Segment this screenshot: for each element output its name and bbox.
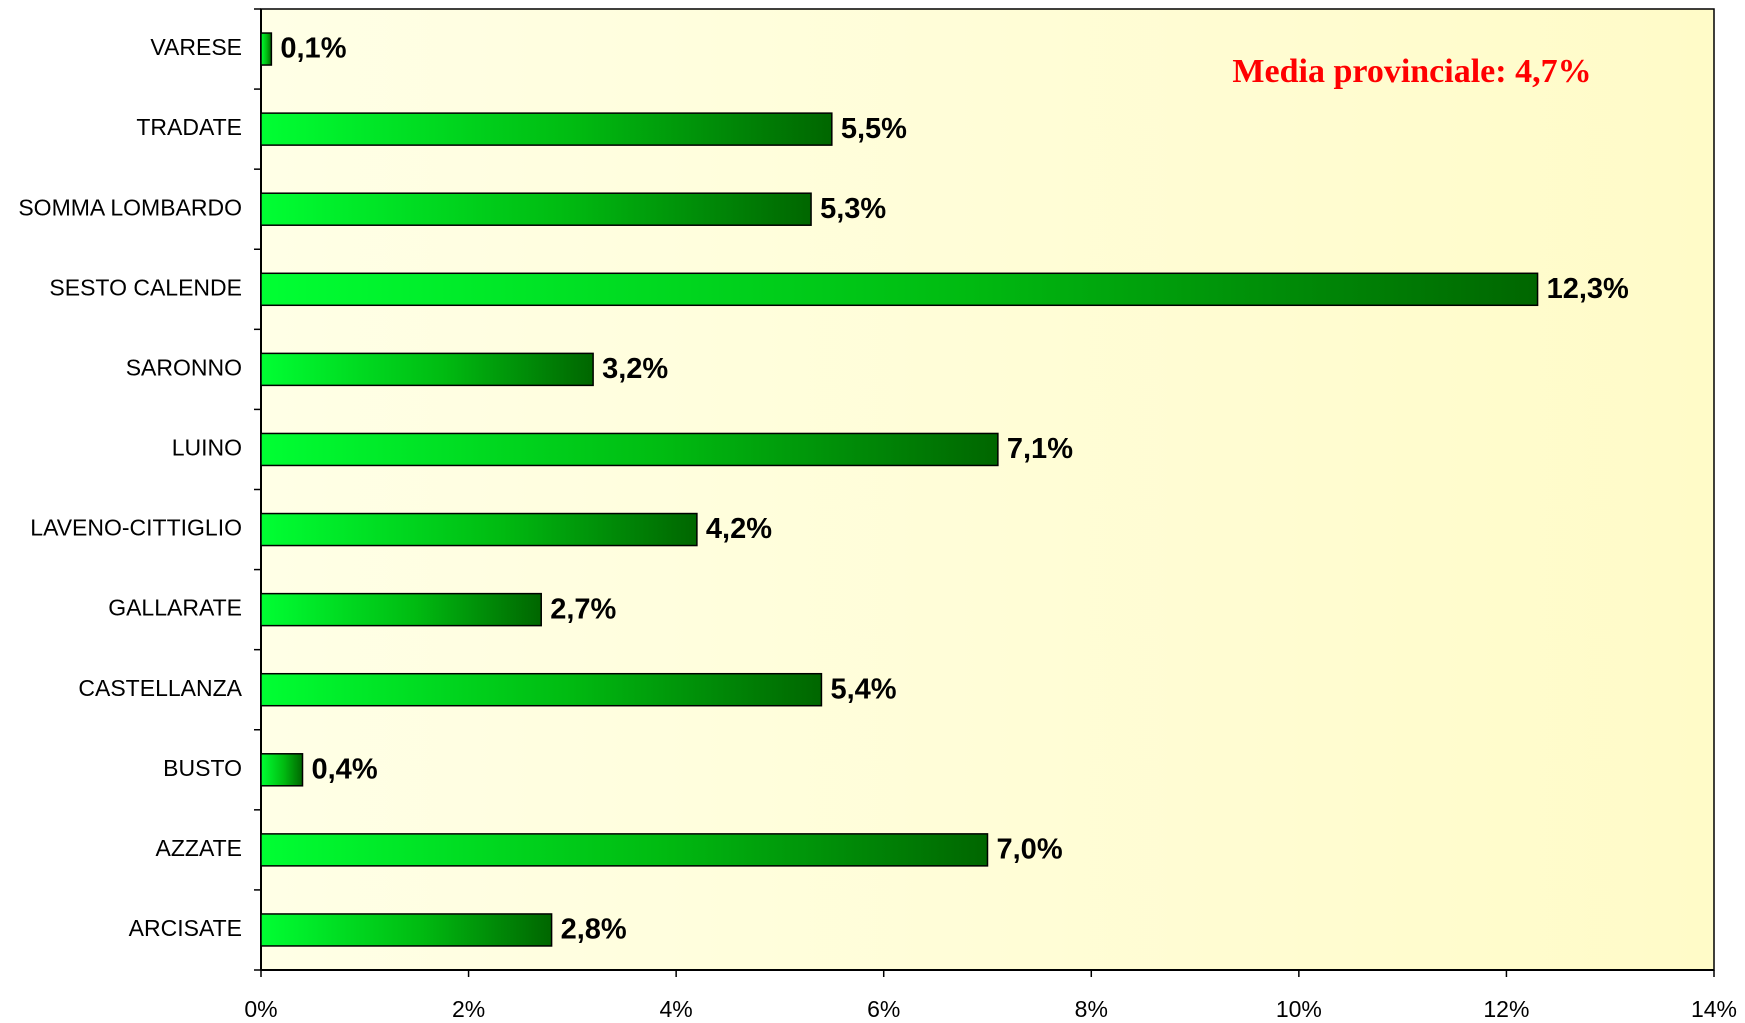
y-tick-label: TRADATE	[136, 114, 242, 140]
bar	[260, 272, 1539, 307]
x-tick-label: 12%	[1483, 996, 1529, 1022]
y-tick-label: AZZATE	[156, 835, 242, 861]
y-tick-label: SOMMA LOMBARDO	[18, 194, 242, 220]
annotation: Media provinciale: 4,7%	[1232, 53, 1591, 90]
x-tick-label: 2%	[452, 996, 485, 1022]
value-label: 0,1%	[280, 33, 346, 65]
value-label: 2,7%	[550, 593, 616, 625]
bar	[260, 672, 823, 707]
value-label: 4,2%	[706, 513, 772, 545]
value-label: 5,4%	[830, 673, 896, 705]
bar	[260, 592, 542, 627]
bar	[260, 833, 989, 867]
y-tick-label: SESTO CALENDE	[49, 274, 242, 300]
x-tick-label: 10%	[1276, 996, 1322, 1022]
value-label: 12,3%	[1547, 273, 1629, 305]
y-tick-label: CASTELLANZA	[78, 675, 242, 701]
value-label: 2,8%	[561, 914, 627, 946]
plot-area	[260, 8, 1715, 971]
y-tick-label: ARCISATE	[129, 915, 242, 941]
bar	[260, 432, 999, 467]
bar	[260, 112, 833, 146]
x-tick-label: 0%	[244, 996, 277, 1022]
y-tick-label: SARONNO	[126, 354, 242, 380]
value-label: 7,1%	[1007, 433, 1073, 465]
bar	[260, 512, 698, 547]
bar	[260, 913, 553, 947]
x-tick-label: 14%	[1691, 996, 1737, 1022]
value-label: 5,3%	[820, 193, 886, 225]
y-tick-label: GALLARATE	[108, 595, 242, 621]
x-tick-label: 4%	[660, 996, 693, 1022]
bar	[260, 32, 273, 66]
value-label: 7,0%	[997, 834, 1063, 866]
value-label: 3,2%	[602, 353, 668, 385]
y-tick-label: VARESE	[150, 34, 242, 60]
x-tick-label: 6%	[867, 996, 900, 1022]
y-tick-label: LAVENO-CITTIGLIO	[30, 515, 242, 541]
y-tick-label: LUINO	[172, 435, 242, 461]
x-tick-label: 8%	[1075, 996, 1108, 1022]
bar	[260, 753, 304, 787]
value-label: 5,5%	[841, 113, 907, 145]
value-label: 0,4%	[312, 753, 378, 785]
bar	[260, 352, 594, 387]
y-tick-label: BUSTO	[163, 755, 242, 781]
bar	[260, 192, 812, 226]
